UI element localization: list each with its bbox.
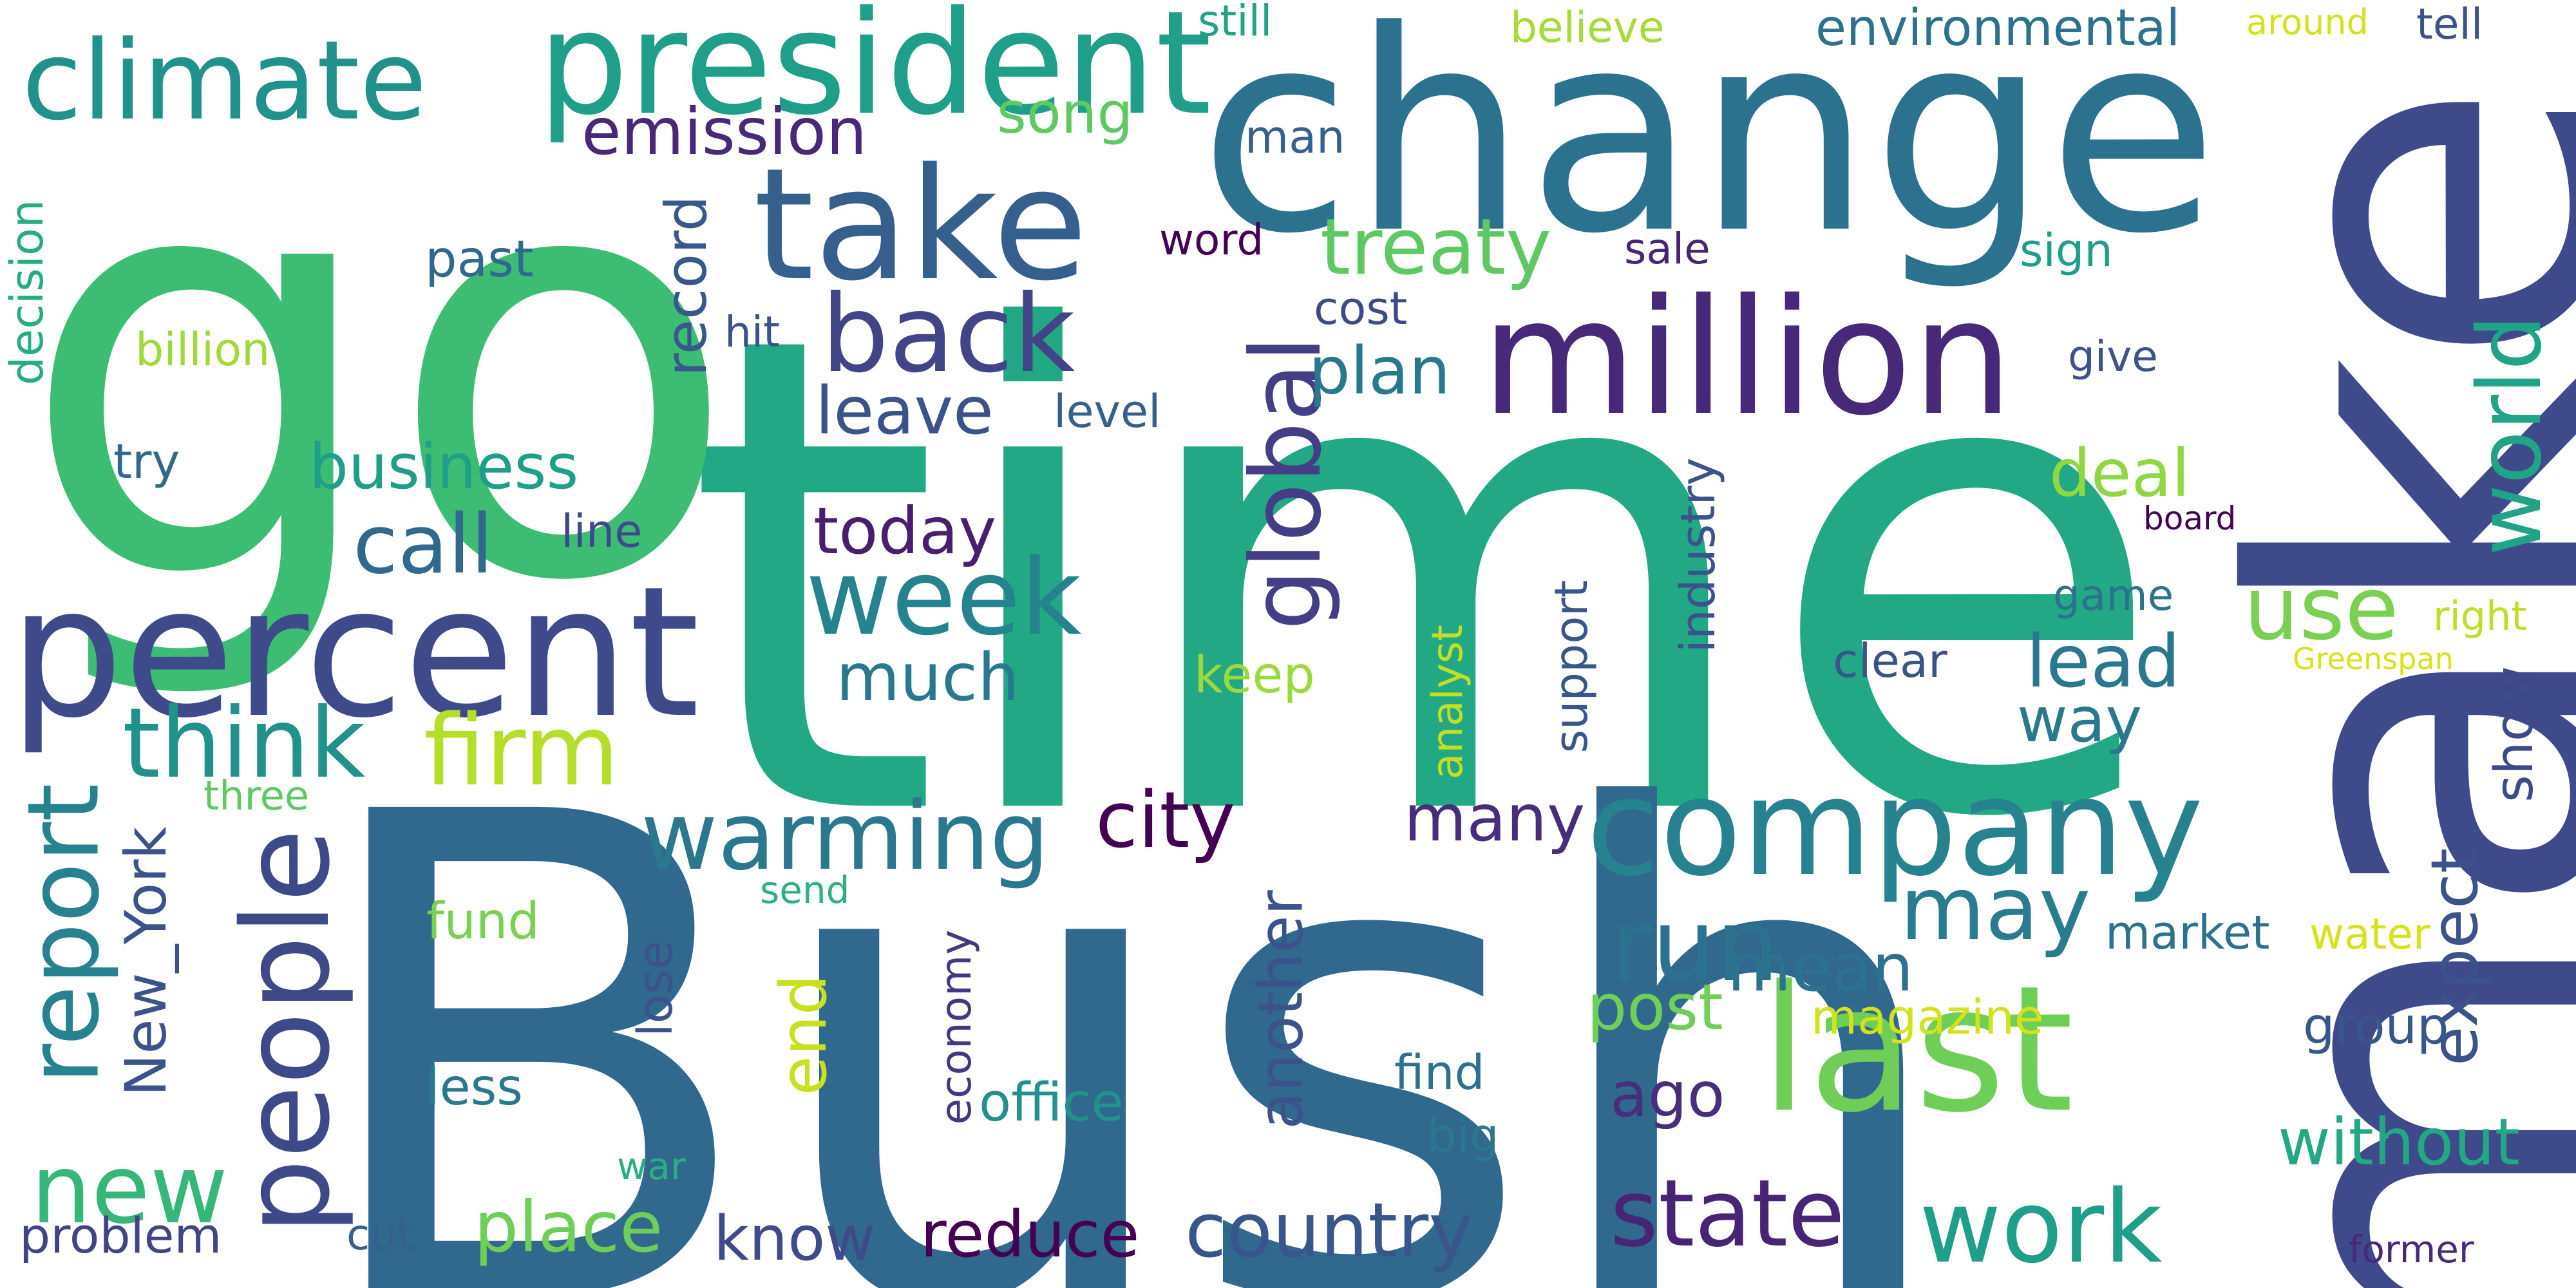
word-know: know [714,1204,876,1274]
word-warming: warming [641,782,1050,891]
word-line: line [561,505,643,558]
word-hit: hit [724,307,781,357]
word-another: another [1245,890,1317,1130]
word-deal: deal [2049,435,2190,512]
word-greenspan: Greenspan [2293,641,2454,676]
word-record: record [653,195,719,377]
word-may: may [1900,858,2091,960]
word-give: give [2068,332,2158,381]
word-work: work [1919,1168,2163,1285]
word-less: less [426,1059,523,1117]
word-level: level [1054,385,1161,438]
word-today: today [813,493,997,569]
word-treaty: treaty [1320,203,1552,292]
word-report: report [6,783,122,1084]
word-firm: firm [424,694,620,808]
word-plan: plan [1309,333,1451,410]
word-ago: ago [1610,1059,1725,1131]
word-back: back [821,272,1075,397]
word-use: use [2244,558,2399,660]
word-sale: sale [1624,224,1710,274]
word-mean: mean [1727,930,1914,1007]
word-country: country [1185,1186,1473,1274]
word-run: run [1611,887,1779,1004]
word-people: people [216,828,356,1235]
word-board: board [2143,500,2237,537]
word-past: past [425,231,534,289]
word-lead: lead [2026,620,2181,704]
word-keep: keep [1194,647,1315,705]
word-post: post [1587,971,1723,1045]
word-right: right [2433,592,2527,639]
word-tell: tell [2416,0,2483,49]
word-song: song [997,80,1133,146]
word-market: market [2105,905,2270,960]
word-business: business [309,431,579,503]
word-three: three [204,772,310,819]
word-cost: cost [1314,282,1408,335]
word-call: call [353,497,494,592]
word-fund: fund [426,893,540,951]
word-city: city [1095,776,1236,866]
word-company: company [1586,750,2204,906]
word-big: big [1427,1108,1499,1162]
word-magazine: magazine [1811,990,2044,1045]
word-without: without [2278,1104,2520,1180]
word-end: end [766,974,841,1096]
word-percent: percent [9,548,700,758]
word-climate: climate [22,17,427,145]
word-world: world [2459,314,2561,556]
word-week: week [806,537,1082,659]
word-economy: economy [931,929,981,1125]
word-take: take [753,135,1088,315]
word-water: water [2309,909,2431,959]
word-many: many [1404,781,1586,856]
word-find: find [1394,1045,1485,1101]
word-office: office [979,1072,1124,1133]
word-bush: Bush [303,674,1960,1288]
word-cut: cut [346,1210,413,1260]
word-lose: lose [628,940,683,1037]
word-word: word [1159,215,1264,265]
word-send: send [760,868,850,912]
word-industry: industry [1671,457,1726,653]
word-president: president [538,0,1212,147]
word-change: change [1199,0,2219,294]
word-way: way [2017,684,2143,756]
word-still: still [1198,0,1273,46]
word-time: time [684,196,2168,961]
word-think: think [122,688,366,800]
word-believe: believe [1510,3,1665,52]
word-state: state [1610,1159,1845,1267]
word-environmental: environmental [1815,0,2181,57]
word-billion: billion [135,323,270,376]
word-new: new [31,1134,228,1245]
word-analyst: analyst [1423,624,1472,780]
word-war: war [617,1144,686,1188]
word-sign: sign [2020,224,2113,277]
word-emission: emission [582,94,867,169]
word-clear: clear [1833,634,1947,688]
word-reduce: reduce [920,1198,1140,1272]
word-show: show [2484,666,2545,802]
word-problem: problem [19,1207,222,1264]
word-go: go [18,33,741,708]
word-game: game [2053,571,2174,620]
word-around: around [2246,2,2369,43]
word-last: last [1760,948,2074,1151]
word-former: former [2349,1227,2474,1271]
word-decision: decision [1,199,53,386]
word-much: much [836,639,1019,716]
word-leave: leave [815,373,994,450]
word-million: million [1481,265,2014,451]
word-man: man [1245,111,1345,164]
word-try: try [113,434,180,489]
word-place: place [474,1186,663,1268]
word-support: support [1545,580,1598,753]
word-group: group [2303,998,2449,1056]
word-new-york: New_York [113,826,179,1097]
